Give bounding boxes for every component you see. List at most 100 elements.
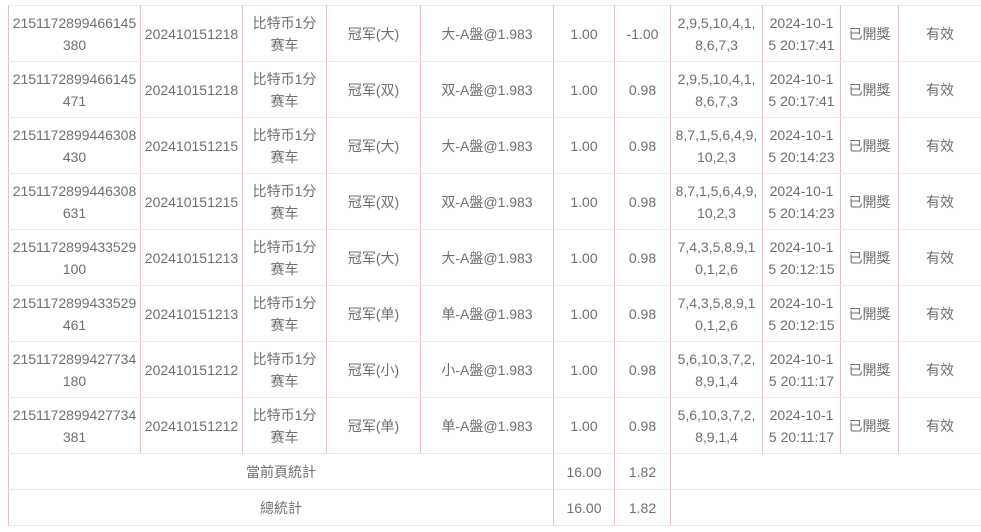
cell-bet-amount: 1.00 <box>553 117 615 174</box>
summary-row: 總統計 16.00 1.82 <box>8 489 981 526</box>
cell-validity: 有效 <box>898 173 981 230</box>
cell-validity: 有效 <box>898 397 981 454</box>
cell-bet-type: 冠军(双) <box>326 173 421 230</box>
cell-period-number: 202410151215 <box>140 117 243 174</box>
cell-validity: 有效 <box>898 285 981 342</box>
cell-bet-amount: 1.00 <box>553 341 615 398</box>
cell-bet-content: 大-A盤@1.983 <box>420 117 554 174</box>
cell-bet-type: 冠军(大) <box>326 229 421 286</box>
cell-bet-amount: 1.00 <box>553 229 615 286</box>
cell-win-loss: 0.98 <box>614 285 671 342</box>
summary-amount: 16.00 <box>553 489 615 526</box>
cell-order-id: 2151172899427734180 <box>8 341 141 398</box>
cell-draw-status: 已開獎 <box>840 229 899 286</box>
cell-game-name: 比特币1分赛车 <box>242 5 327 62</box>
cell-period-number: 202410151213 <box>140 285 243 342</box>
cell-bet-content: 小-A盤@1.983 <box>420 341 554 398</box>
summary-row: 當前頁統計 16.00 1.82 <box>8 453 981 490</box>
cell-win-loss: 0.98 <box>614 173 671 230</box>
cell-bet-time: 2024-10-15 20:11:17 <box>762 397 841 454</box>
summary-amount: 16.00 <box>553 453 615 490</box>
cell-draw-numbers: 7,4,3,5,8,9,10,1,2,6 <box>670 229 763 286</box>
cell-win-loss: 0.98 <box>614 117 671 174</box>
cell-period-number: 202410151212 <box>140 341 243 398</box>
cell-period-number: 202410151213 <box>140 229 243 286</box>
table-row: 2151172899466145380 202410151218 比特币1分赛车… <box>8 5 981 62</box>
summary-label: 當前頁統計 <box>8 453 554 490</box>
cell-bet-type: 冠军(大) <box>326 5 421 62</box>
summary-win-loss: 1.82 <box>614 489 671 526</box>
cell-order-id: 2151172899466145380 <box>8 5 141 62</box>
table-row: 2151172899433529461 202410151213 比特币1分赛车… <box>8 285 981 342</box>
cell-draw-status: 已開獎 <box>840 5 899 62</box>
cell-win-loss: 0.98 <box>614 61 671 118</box>
cell-game-name: 比特币1分赛车 <box>242 61 327 118</box>
cell-bet-time: 2024-10-15 20:17:41 <box>762 5 841 62</box>
cell-bet-content: 单-A盤@1.983 <box>420 285 554 342</box>
cell-draw-numbers: 8,7,1,5,6,4,9,10,2,3 <box>670 173 763 230</box>
cell-game-name: 比特币1分赛车 <box>242 341 327 398</box>
cell-draw-status: 已開獎 <box>840 61 899 118</box>
cell-draw-numbers: 5,6,10,3,7,2,8,9,1,4 <box>670 397 763 454</box>
cell-bet-content: 大-A盤@1.983 <box>420 5 554 62</box>
bet-records-table: 2151172899466145380 202410151218 比特币1分赛车… <box>8 5 981 526</box>
cell-bet-amount: 1.00 <box>553 285 615 342</box>
cell-validity: 有效 <box>898 61 981 118</box>
cell-bet-content: 双-A盤@1.983 <box>420 61 554 118</box>
cell-bet-amount: 1.00 <box>553 173 615 230</box>
cell-game-name: 比特币1分赛车 <box>242 117 327 174</box>
cell-bet-amount: 1.00 <box>553 5 615 62</box>
cell-bet-time: 2024-10-15 20:12:15 <box>762 285 841 342</box>
cell-bet-content: 大-A盤@1.983 <box>420 229 554 286</box>
cell-validity: 有效 <box>898 229 981 286</box>
cell-validity: 有效 <box>898 341 981 398</box>
summary-win-loss: 1.82 <box>614 453 671 490</box>
cell-bet-time: 2024-10-15 20:11:17 <box>762 341 841 398</box>
cell-period-number: 202410151218 <box>140 61 243 118</box>
cell-period-number: 202410151212 <box>140 397 243 454</box>
cell-bet-type: 冠军(单) <box>326 285 421 342</box>
cell-game-name: 比特币1分赛车 <box>242 229 327 286</box>
cell-order-id: 2151172899433529461 <box>8 285 141 342</box>
cell-order-id: 2151172899427734381 <box>8 397 141 454</box>
cell-game-name: 比特币1分赛车 <box>242 173 327 230</box>
table-row: 2151172899446308430 202410151215 比特币1分赛车… <box>8 117 981 174</box>
cell-validity: 有效 <box>898 5 981 62</box>
cell-game-name: 比特币1分赛车 <box>242 285 327 342</box>
table-row: 2151172899466145471 202410151218 比特币1分赛车… <box>8 61 981 118</box>
cell-bet-content: 单-A盤@1.983 <box>420 397 554 454</box>
summary-empty-cell <box>670 489 981 526</box>
cell-game-name: 比特币1分赛车 <box>242 397 327 454</box>
cell-bet-time: 2024-10-15 20:17:41 <box>762 61 841 118</box>
cell-win-loss: 0.98 <box>614 397 671 454</box>
cell-validity: 有效 <box>898 117 981 174</box>
summary-empty-cell <box>670 453 981 490</box>
cell-order-id: 2151172899446308631 <box>8 173 141 230</box>
cell-draw-numbers: 7,4,3,5,8,9,10,1,2,6 <box>670 285 763 342</box>
table-row: 2151172899446308631 202410151215 比特币1分赛车… <box>8 173 981 230</box>
cell-draw-status: 已開獎 <box>840 173 899 230</box>
cell-bet-type: 冠军(单) <box>326 397 421 454</box>
cell-draw-status: 已開獎 <box>840 285 899 342</box>
cell-bet-type: 冠军(双) <box>326 61 421 118</box>
cell-order-id: 2151172899433529100 <box>8 229 141 286</box>
cell-draw-numbers: 8,7,1,5,6,4,9,10,2,3 <box>670 117 763 174</box>
cell-bet-time: 2024-10-15 20:14:23 <box>762 173 841 230</box>
cell-bet-content: 双-A盤@1.983 <box>420 173 554 230</box>
cell-period-number: 202410151215 <box>140 173 243 230</box>
cell-draw-numbers: 2,9,5,10,4,1,8,6,7,3 <box>670 5 763 62</box>
bet-records-body: 2151172899466145380 202410151218 比特币1分赛车… <box>8 5 981 526</box>
cell-draw-status: 已開獎 <box>840 397 899 454</box>
cell-period-number: 202410151218 <box>140 5 243 62</box>
cell-bet-amount: 1.00 <box>553 61 615 118</box>
cell-draw-status: 已開獎 <box>840 117 899 174</box>
cell-draw-numbers: 5,6,10,3,7,2,8,9,1,4 <box>670 341 763 398</box>
cell-win-loss: -1.00 <box>614 5 671 62</box>
cell-bet-type: 冠军(小) <box>326 341 421 398</box>
summary-label: 總統計 <box>8 489 554 526</box>
cell-bet-amount: 1.00 <box>553 397 615 454</box>
cell-bet-time: 2024-10-15 20:12:15 <box>762 229 841 286</box>
cell-draw-numbers: 2,9,5,10,4,1,8,6,7,3 <box>670 61 763 118</box>
